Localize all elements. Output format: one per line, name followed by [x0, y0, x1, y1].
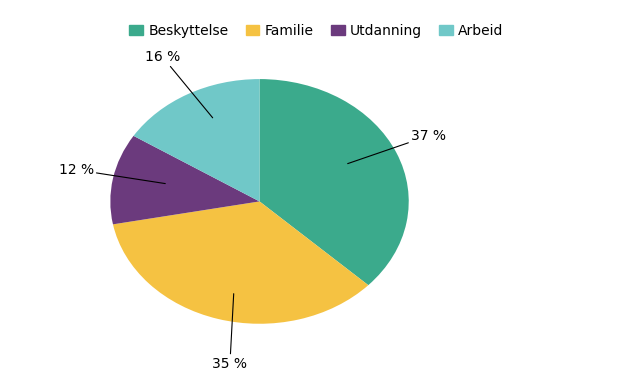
Wedge shape [113, 201, 368, 324]
Wedge shape [110, 136, 260, 224]
Wedge shape [260, 79, 409, 285]
Wedge shape [134, 79, 260, 201]
Text: 35 %: 35 % [213, 294, 248, 370]
Text: 12 %: 12 % [59, 163, 165, 184]
Text: 37 %: 37 % [348, 129, 446, 164]
Legend: Beskyttelse, Familie, Utdanning, Arbeid: Beskyttelse, Familie, Utdanning, Arbeid [123, 18, 510, 43]
Text: 16 %: 16 % [145, 50, 213, 118]
